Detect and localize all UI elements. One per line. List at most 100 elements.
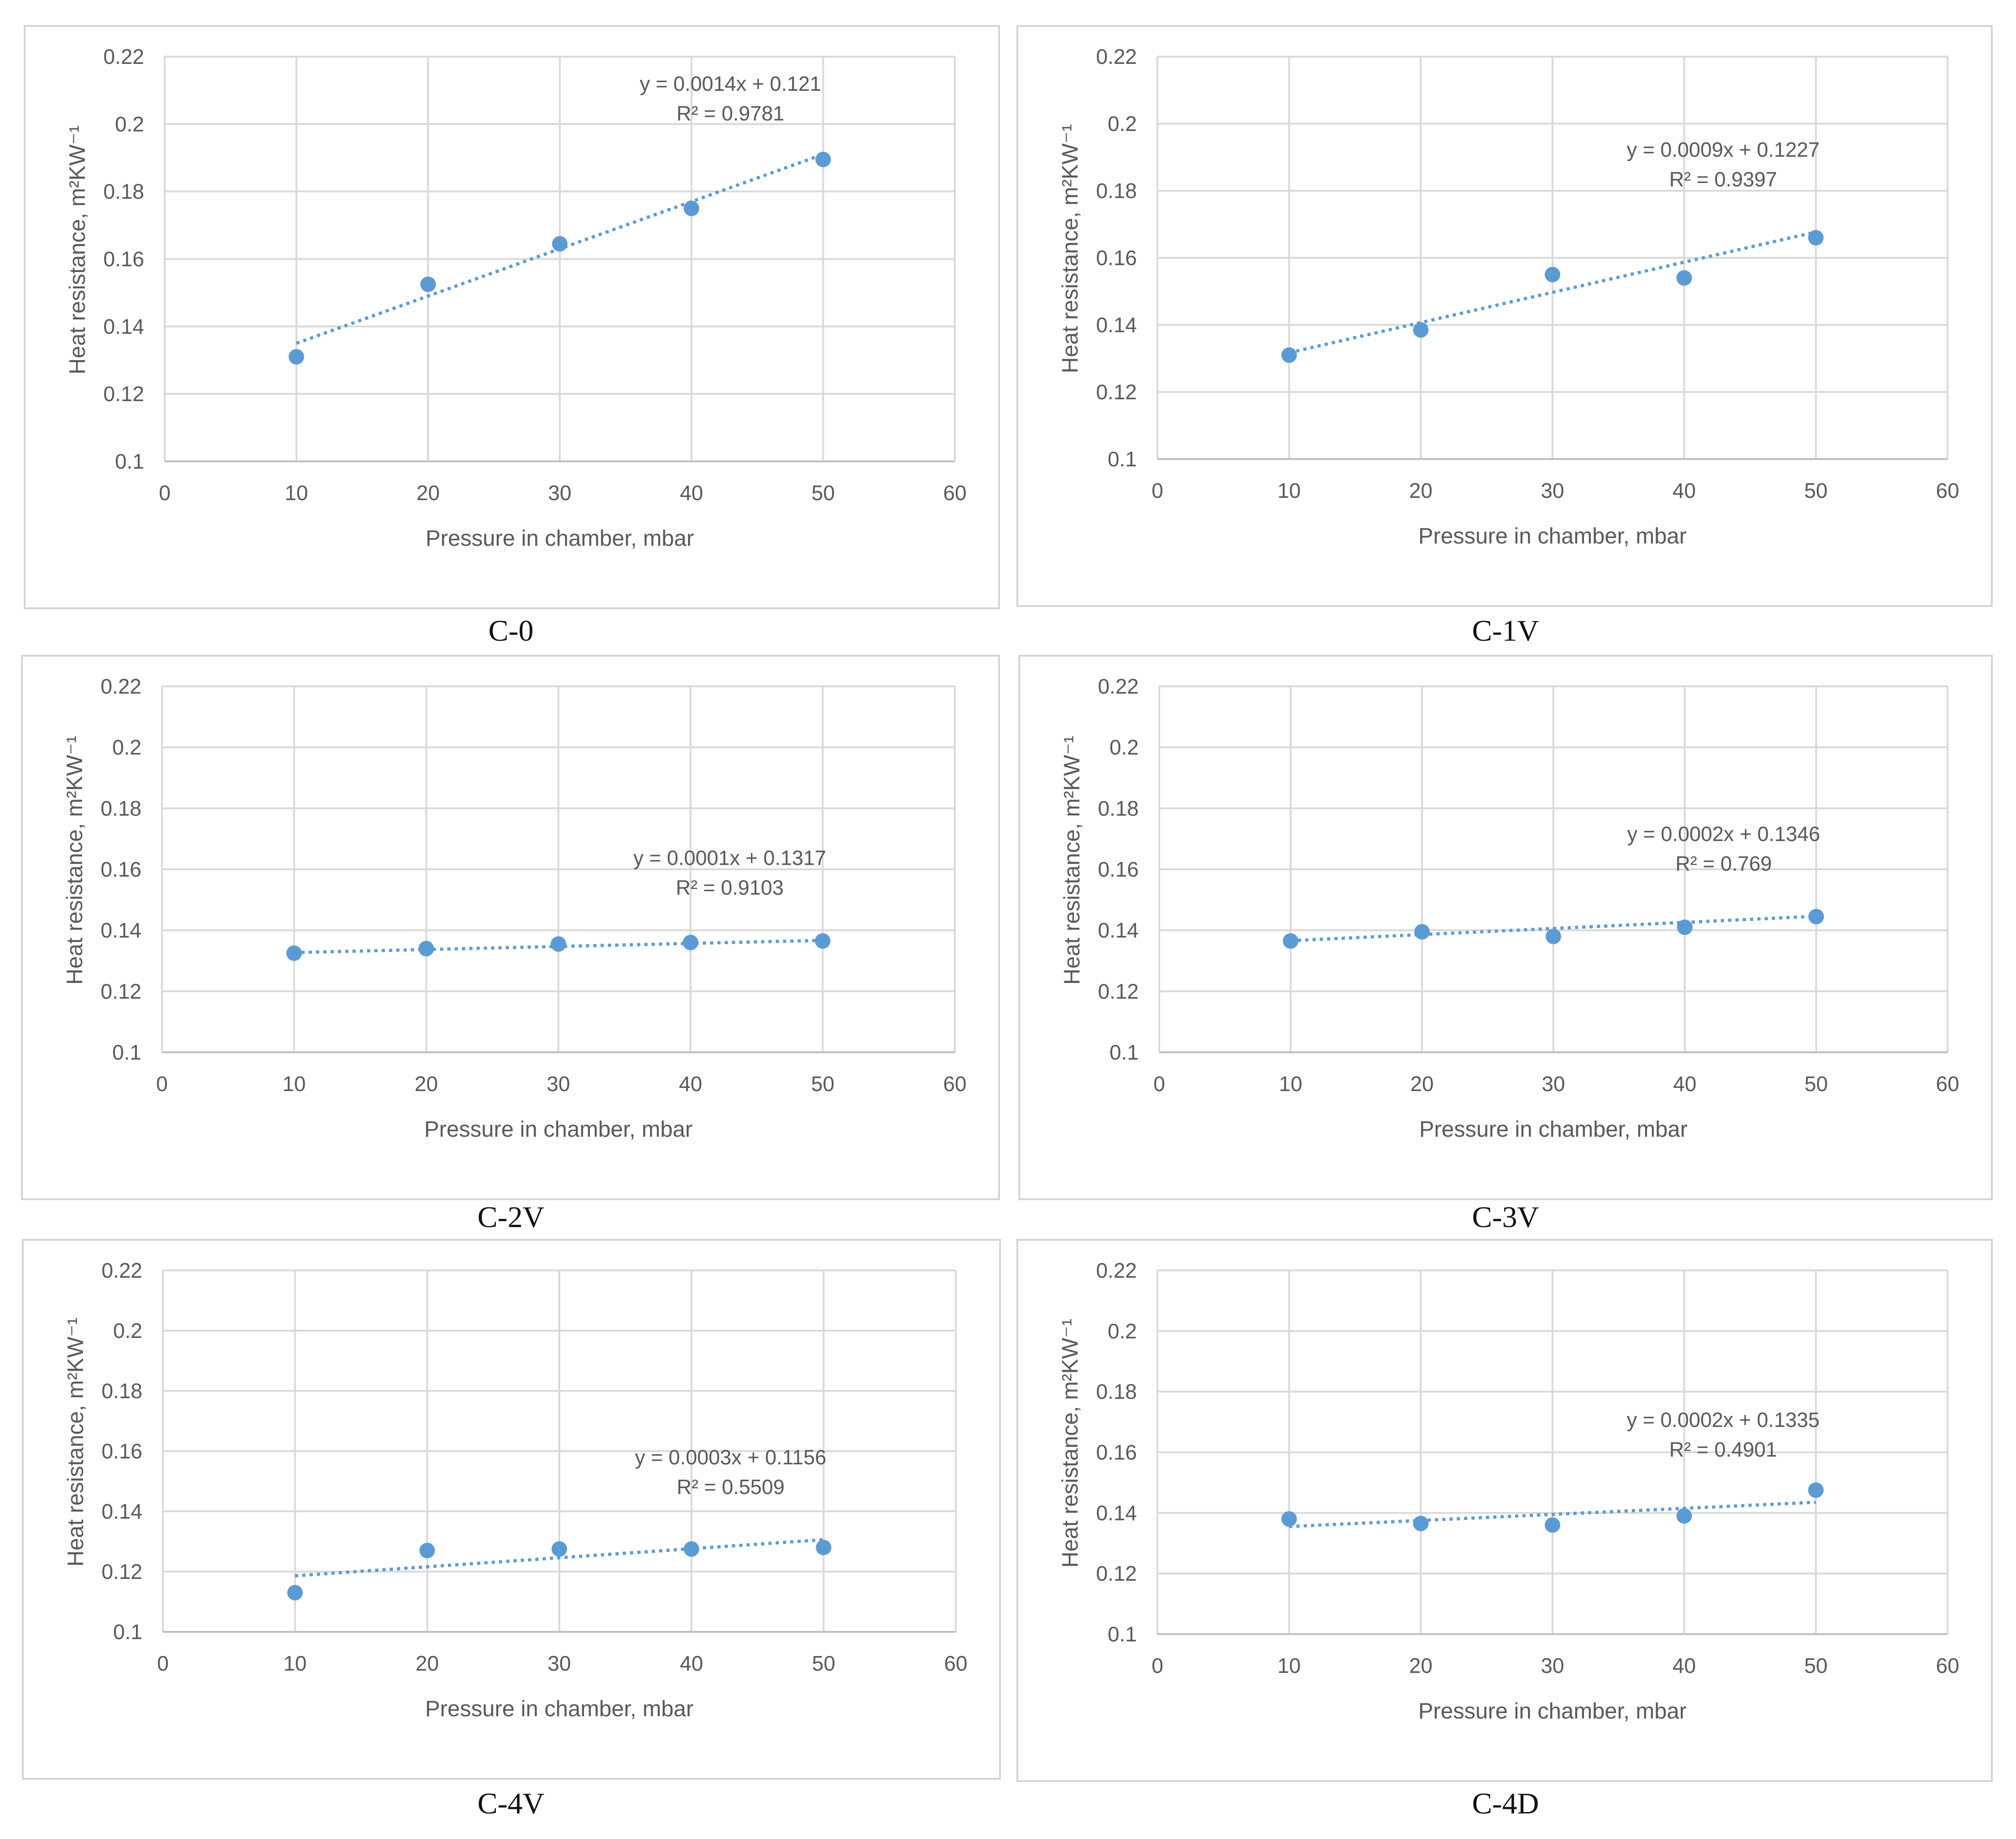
y-tick-label: 0.2 — [115, 112, 144, 136]
x-axis-label: Pressure in chamber, mbar — [1419, 1117, 1688, 1142]
chart-svg: 0.1 0.12 0.14 0.16 0.18 0.2 0.22 0 10 20 30 40 50 60 P… — [63, 674, 967, 1142]
x-tick-label: 30 — [1542, 1072, 1565, 1096]
data-point — [1676, 1508, 1692, 1524]
data-point — [1676, 270, 1692, 286]
y-tick-label: 0.22 — [1096, 1259, 1137, 1282]
x-tick-label: 10 — [1277, 479, 1301, 502]
x-tick-label: 60 — [943, 1072, 966, 1096]
y-tick-label: 0.12 — [1098, 979, 1139, 1003]
trendline-equation: y = 0.0001x + 0.1317 — [633, 846, 826, 870]
x-tick-label: 30 — [547, 1651, 571, 1675]
x-tick-label: 60 — [1936, 1072, 1959, 1096]
x-tick-label: 50 — [1804, 1654, 1828, 1677]
data-point — [1281, 347, 1297, 363]
x-tick-label: 20 — [417, 481, 440, 505]
y-tick-label: 0.12 — [103, 382, 144, 406]
y-tick-label: 0.12 — [100, 979, 141, 1003]
data-point — [552, 1541, 567, 1557]
x-tick-label: 30 — [548, 481, 571, 505]
data-point — [1546, 929, 1561, 945]
x-tick-label: 20 — [415, 1072, 438, 1096]
x-tick-label: 60 — [944, 1651, 967, 1675]
trendline-r-squared: R² = 0.5509 — [677, 1475, 784, 1499]
x-tick-label: 40 — [680, 1651, 703, 1675]
trendline — [1289, 1500, 1816, 1528]
y-tick-label: 0.18 — [1096, 1380, 1137, 1404]
data-point — [1413, 322, 1429, 338]
x-axis-label: Pressure in chamber, mbar — [1418, 1699, 1687, 1724]
y-tick-label: 0.16 — [100, 857, 141, 881]
data-point — [420, 276, 436, 292]
trendline — [1288, 230, 1817, 355]
chart-svg: 0.1 0.12 0.14 0.16 0.18 0.2 0.22 0 10 20 30 40 50 60 P… — [65, 45, 967, 551]
gridlines — [1158, 685, 1948, 1053]
gridlines — [162, 1270, 957, 1633]
x-tick-label: 50 — [811, 1072, 834, 1096]
data-point — [287, 1585, 303, 1601]
trendline-equation: y = 0.0003x + 0.1156 — [635, 1446, 827, 1469]
data-point — [288, 349, 304, 365]
x-tick-label: 30 — [1541, 479, 1564, 502]
y-tick-label: 0.12 — [1096, 1562, 1137, 1585]
data-point — [1545, 1517, 1560, 1533]
y-tick-label: 0.2 — [113, 1319, 142, 1343]
y-tick-label: 0.18 — [101, 1379, 142, 1403]
y-tick-label: 0.22 — [101, 1259, 142, 1282]
chart-panel-c-2v: 0.1 0.12 0.14 0.16 0.18 0.2 0.22 0 10 20 30 40 50 60 P… — [21, 655, 1000, 1200]
data-point — [1808, 1482, 1824, 1498]
x-tick-label: 10 — [1277, 1654, 1301, 1677]
x-tick-label: 0 — [159, 481, 171, 505]
trendline-r-squared: R² = 0.9397 — [1669, 167, 1777, 191]
y-axis-label: Heat resistance, m²KW⁻¹ — [1058, 1319, 1083, 1568]
x-tick-label: 40 — [1672, 479, 1696, 502]
data-point — [816, 1540, 832, 1556]
chart-panel-c-1v: 0.1 0.12 0.14 0.16 0.18 0.2 0.22 0 10 20 30 40 50 60 P… — [1016, 25, 1993, 607]
y-axis-label: Heat resistance, m²KW⁻¹ — [63, 1317, 88, 1567]
data-point — [1413, 1515, 1429, 1531]
y-tick-label: 0.14 — [100, 919, 141, 942]
trendline-equation: y = 0.0002x + 0.1346 — [1627, 822, 1820, 846]
data-point — [1808, 909, 1824, 925]
gridlines — [1156, 56, 1948, 460]
y-tick-label: 0.2 — [1110, 736, 1139, 759]
data-point — [1677, 919, 1693, 935]
data-point — [552, 236, 568, 252]
x-axis-label: Pressure in chamber, mbar — [426, 526, 694, 551]
chart-svg: 0.1 0.12 0.14 0.16 0.18 0.2 0.22 0 10 20 30 40 50 60 P… — [63, 1259, 968, 1721]
y-axis-label: Heat resistance, m²KW⁻¹ — [65, 125, 90, 375]
y-tick-label: 0.1 — [112, 1040, 141, 1064]
y-tick-label: 0.22 — [1096, 45, 1137, 68]
gridlines — [161, 685, 956, 1053]
y-tick-label: 0.22 — [1098, 674, 1139, 698]
x-tick-label: 40 — [1673, 1072, 1696, 1096]
data-point — [1808, 230, 1824, 246]
x-tick-label: 50 — [1804, 1072, 1828, 1096]
chart-panel-c-3v: 0.1 0.12 0.14 0.16 0.18 0.2 0.22 0 10 20 30 40 50 60 P… — [1018, 655, 1993, 1200]
x-axis-label: Pressure in chamber, mbar — [424, 1117, 693, 1142]
y-axis-label: Heat resistance, m²KW⁻¹ — [1060, 736, 1084, 985]
y-tick-label: 0.16 — [1098, 857, 1139, 881]
x-tick-label: 10 — [1279, 1072, 1302, 1096]
y-tick-label: 0.14 — [1098, 919, 1139, 942]
x-tick-label: 50 — [1804, 479, 1828, 502]
data-point — [683, 1541, 699, 1557]
x-tick-label: 20 — [416, 1651, 439, 1675]
y-tick-label: 0.16 — [1096, 246, 1137, 270]
gridlines — [1156, 1270, 1948, 1635]
y-tick-label: 0.1 — [1110, 1040, 1139, 1064]
y-tick-label: 0.2 — [1108, 1319, 1137, 1343]
x-tick-label: 40 — [679, 1072, 702, 1096]
panel-caption: C-1V — [1472, 614, 1539, 648]
data-point — [418, 940, 434, 956]
x-tick-label: 50 — [812, 481, 835, 505]
chart-panel-c-0: 0.1 0.12 0.14 0.16 0.18 0.2 0.22 0 10 20 30 40 50 60 P… — [24, 25, 1000, 609]
chart-svg: 0.1 0.12 0.14 0.16 0.18 0.2 0.22 0 10 20 30 40 50 60 P… — [1058, 45, 1959, 549]
x-tick-label: 0 — [157, 1651, 169, 1675]
y-tick-label: 0.14 — [101, 1499, 142, 1523]
y-tick-label: 0.1 — [1108, 1622, 1137, 1646]
y-axis-label: Heat resistance, m²KW⁻¹ — [63, 736, 87, 985]
x-tick-label: 20 — [1409, 1654, 1433, 1677]
y-tick-label: 0.16 — [101, 1439, 142, 1463]
y-tick-label: 0.18 — [1098, 796, 1139, 820]
